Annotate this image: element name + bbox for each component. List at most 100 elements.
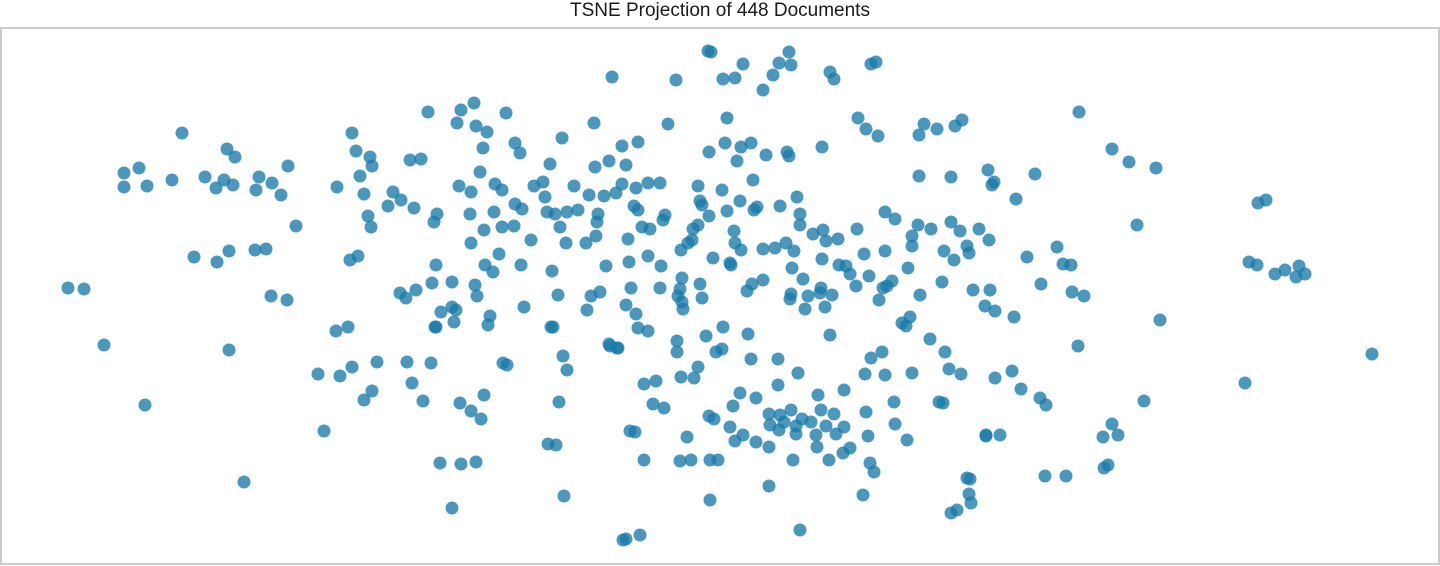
- scatter-point: [365, 384, 379, 398]
- scatter-point: [409, 283, 423, 297]
- scatter-point: [646, 397, 660, 411]
- scatter-point: [587, 116, 601, 130]
- scatter-point: [887, 395, 901, 409]
- scatter-point: [629, 307, 643, 321]
- scatter-point: [1034, 277, 1048, 291]
- scatter-point: [469, 455, 483, 469]
- scatter-point: [972, 222, 986, 236]
- scatter-point: [653, 281, 667, 295]
- scatter-point: [988, 304, 1002, 318]
- scatter-point: [983, 283, 997, 297]
- scatter-point: [702, 145, 716, 159]
- scatter-point: [864, 351, 878, 365]
- scatter-point: [702, 209, 716, 223]
- scatter-point: [454, 457, 468, 471]
- scatter-point: [793, 207, 807, 221]
- scatter-point: [716, 320, 730, 334]
- scatter-point: [674, 370, 688, 384]
- scatter-point: [837, 383, 851, 397]
- scatter-point: [463, 207, 477, 221]
- scatter-point: [862, 269, 876, 283]
- scatter-point: [551, 288, 565, 302]
- scatter-point: [819, 419, 833, 433]
- scatter-point: [433, 456, 447, 470]
- scatter-point: [187, 250, 201, 264]
- scatter-point: [872, 293, 886, 307]
- scatter-point: [789, 427, 803, 441]
- scatter-point: [784, 58, 798, 72]
- scatter-point: [827, 407, 841, 421]
- scatter-point: [814, 403, 828, 417]
- scatter-point: [281, 159, 295, 173]
- scatter-point: [549, 438, 563, 452]
- scatter-point: [480, 125, 494, 139]
- scatter-point: [1365, 347, 1379, 361]
- scatter-point: [361, 209, 375, 223]
- scatter-point: [978, 299, 992, 313]
- scatter-point: [793, 218, 807, 232]
- scatter-point: [657, 401, 671, 415]
- scatter-point: [711, 453, 725, 467]
- scatter-point: [790, 190, 804, 204]
- scatter-point: [749, 391, 763, 405]
- scatter-point: [674, 243, 688, 257]
- scatter-point: [669, 73, 683, 87]
- scatter-point: [513, 146, 527, 160]
- scatter-point: [248, 243, 262, 257]
- scatter-point: [403, 153, 417, 167]
- scatter-point: [473, 165, 487, 179]
- scatter-point: [175, 126, 189, 140]
- scatter-point: [782, 45, 796, 59]
- scatter-point: [259, 242, 273, 256]
- scatter-point: [1038, 469, 1052, 483]
- scatter-point: [633, 528, 647, 542]
- scatter-point: [773, 199, 787, 213]
- scatter-point: [675, 271, 689, 285]
- scatter-point: [637, 453, 651, 467]
- scatter-point: [720, 111, 734, 125]
- scatter-point: [966, 283, 980, 297]
- scatter-point: [912, 128, 926, 142]
- scatter-point: [365, 159, 379, 173]
- scatter-point: [621, 232, 635, 246]
- scatter-point: [787, 244, 801, 258]
- scatter-point: [508, 136, 522, 150]
- scatter-point: [237, 475, 251, 489]
- scatter-point: [590, 215, 604, 229]
- scatter-point: [427, 215, 441, 229]
- scatter-point: [964, 496, 978, 510]
- scatter-point: [370, 355, 384, 369]
- scatter-point: [744, 352, 758, 366]
- scatter-point: [615, 139, 629, 153]
- scatter-point: [1071, 339, 1085, 353]
- scatter-point: [515, 202, 529, 216]
- scatter-point: [117, 166, 131, 180]
- plot-area-frame: [0, 27, 1440, 565]
- scatter-point: [791, 366, 805, 380]
- scatter-point: [353, 169, 367, 183]
- scatter-point: [228, 150, 242, 164]
- scatter-point: [421, 105, 435, 119]
- scatter-point: [1009, 192, 1023, 206]
- scatter-point: [579, 236, 593, 250]
- scatter-point: [1130, 218, 1144, 232]
- scatter-point: [1072, 105, 1086, 119]
- scatter-point: [198, 170, 212, 184]
- scatter-point: [981, 163, 995, 177]
- scatter-point: [210, 255, 224, 269]
- scatter-point: [762, 440, 776, 454]
- scatter-point: [825, 288, 839, 302]
- scatter-point: [1014, 382, 1028, 396]
- scatter-point: [784, 287, 798, 301]
- scatter-point: [1153, 313, 1167, 327]
- scatter-point: [993, 428, 1007, 442]
- scatter-point: [762, 407, 776, 421]
- scatter-point: [468, 278, 482, 292]
- scatter-point: [784, 403, 798, 417]
- scatter-point: [912, 169, 926, 183]
- scatter-point: [905, 366, 919, 380]
- scatter-point: [944, 170, 958, 184]
- scatter-point: [923, 332, 937, 346]
- scatter-point: [589, 229, 603, 243]
